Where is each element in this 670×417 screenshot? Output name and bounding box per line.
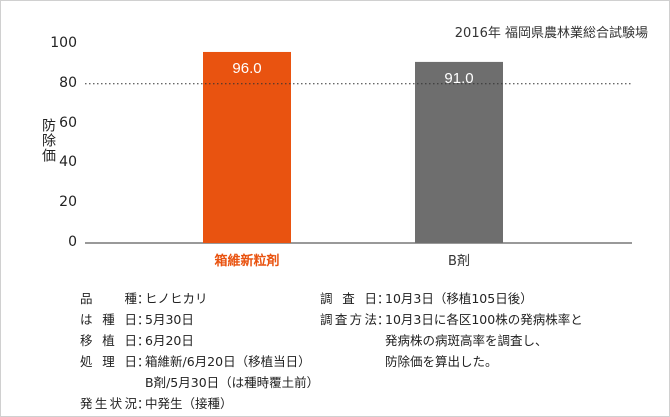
notes-right: 調査日： 10月3日（移植105日後） 調査方法： 10月3日に各区100株の発病株… <box>320 288 583 372</box>
y-tick-label: 80 <box>59 74 77 91</box>
category-label: B剤 <box>448 254 470 269</box>
notes-left: 品種：ヒノヒカリ は種日： 5月30日 移植日： 6月20日 処理日：箱維新/6月2… <box>80 288 319 414</box>
category-label: 箱維新粒剤 <box>214 254 280 269</box>
source-note: 2016年 福岡県農林業総合試験場 <box>454 26 648 41</box>
y-axis-label: 防除価 <box>40 118 56 163</box>
note-row: 調査日： 10月3日（移植105日後） <box>320 291 533 306</box>
bar-value-label: 96.0 <box>232 59 262 77</box>
y-tick-label: 0 <box>68 234 77 250</box>
note-row: 発病株の病斑高率を調査し、 <box>385 333 548 348</box>
note-row: 移植日： 6月20日 <box>80 333 194 348</box>
y-tick-label: 40 <box>59 154 77 171</box>
note-row: 調査方法： 10月3日に各区100株の発病株率と <box>320 312 583 327</box>
note-row: は種日： 5月30日 <box>80 312 194 327</box>
y-tick-label: 100 <box>50 35 77 51</box>
y-tick-label: 20 <box>59 194 77 211</box>
y-tick-label: 60 <box>59 114 77 131</box>
note-row: 防除価を算出した。 <box>385 354 498 369</box>
note-row: 発生状況：中発生（接種） <box>80 396 233 411</box>
note-row: 品種：ヒノヒカリ <box>80 291 208 306</box>
note-row: B剤/5月30日（は種時覆土前） <box>145 375 320 390</box>
note-row: 処理日：箱維新/6月20日（移植当日） <box>80 354 311 369</box>
bar-1 <box>203 51 291 244</box>
bar-2 <box>415 61 503 243</box>
bar-value-label: 91.0 <box>444 69 474 87</box>
